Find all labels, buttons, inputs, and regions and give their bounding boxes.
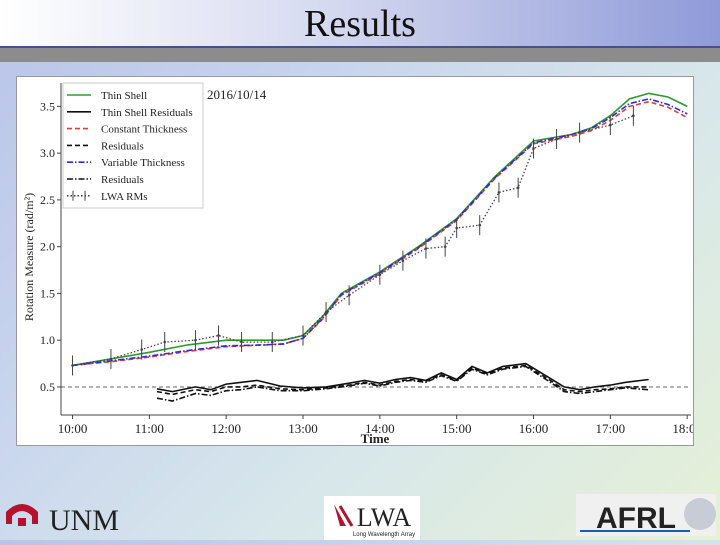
- y-tick-label: 0.5: [40, 380, 55, 394]
- x-tick-label: 14:00: [365, 421, 395, 436]
- lwa-point: [609, 123, 612, 127]
- legend-label: Thin Shell Residuals: [101, 107, 193, 119]
- lwa-point: [240, 340, 243, 344]
- axis-layer: 10:00 11:00 12:00 13:00 14:00 15:00 16:00 17:00…: [40, 83, 702, 436]
- chart-panel: 10:00 11:00 12:00 13:00 14:00 15:00 16:00 17:00…: [16, 76, 702, 446]
- x-tick-label: 18:00: [672, 421, 693, 436]
- lwa-point: [578, 131, 581, 134]
- lwa-text: LWA: [357, 503, 412, 532]
- series-line-3: [156, 364, 649, 396]
- y-tick-label: 3.0: [40, 146, 55, 160]
- x-axis-label: Time: [361, 431, 390, 445]
- y-axis-label: Rotation Measure (rad/m²): [22, 193, 36, 321]
- lwa-point: [217, 334, 220, 337]
- series-line-5: [156, 365, 649, 402]
- lwa-subtitle: Long Wavelength Array: [353, 532, 415, 538]
- lwa-point: [163, 340, 167, 344]
- afrl-text: AFRL: [596, 502, 676, 535]
- y-tick-label: 2.5: [40, 193, 55, 207]
- y-tick-label: 3.5: [40, 99, 55, 113]
- rotation-measure-chart: 10:00 11:00 12:00 13:00 14:00 15:00 16:00 17:00…: [22, 82, 702, 446]
- unm-text: UNM: [49, 504, 119, 536]
- title-divider: [0, 46, 720, 48]
- y-tick-label: 2.0: [40, 240, 55, 254]
- x-tick-label: 13:00: [288, 421, 318, 436]
- legend-label: Variable Thickness: [101, 157, 185, 169]
- series-line-6: [72, 115, 634, 367]
- y-tick-label: 1.0: [40, 333, 55, 347]
- lwa-point: [424, 247, 428, 250]
- lwa-point: [532, 147, 535, 150]
- y-tick-label: 1.5: [40, 286, 55, 300]
- lwa-logo: LWA Long Wavelength Array: [324, 496, 420, 540]
- lwa-point: [478, 223, 482, 227]
- lwa-point: [516, 186, 520, 190]
- x-tick-label: 15:00: [442, 421, 472, 436]
- x-tick-label: 12:00: [211, 421, 241, 436]
- lwa-emblem: LWA Long Wavelength Array: [334, 503, 415, 538]
- lwa-point: [109, 357, 113, 361]
- x-tick-label: 16:00: [519, 421, 549, 436]
- lwa-point: [301, 334, 305, 337]
- lwa-point: [497, 191, 501, 194]
- lwa-point: [347, 293, 351, 297]
- unm-logo: UNM: [2, 494, 128, 537]
- lwa-point: [555, 137, 558, 141]
- x-tick-label: 11:00: [135, 421, 164, 436]
- lwa-point: [401, 259, 405, 262]
- unm-emblem: UNM: [6, 504, 119, 537]
- lwa-point: [324, 310, 328, 314]
- lwa-point: [194, 338, 197, 342]
- x-tick-label: 17:00: [596, 421, 626, 436]
- title-bar: [0, 0, 720, 46]
- date-annotation: 2016/10/14: [207, 87, 267, 102]
- header-band: [0, 48, 720, 62]
- series-line-1: [156, 362, 649, 393]
- x-tick-label: 10:00: [58, 421, 88, 436]
- series-line-4: [72, 98, 688, 367]
- lwa-point: [632, 114, 635, 118]
- lwa-point: [455, 226, 458, 230]
- legend-label: Thin Shell: [101, 90, 147, 102]
- lwa-point: [140, 348, 143, 351]
- afrl-emblem: AFRL: [580, 498, 716, 535]
- plot-layer: [71, 92, 688, 402]
- lwa-point: [270, 340, 274, 344]
- lwa-point: [378, 273, 382, 277]
- legend-label: Residuals: [101, 140, 144, 152]
- lwa-point: [71, 364, 74, 367]
- legend-label: Constant Thickness: [101, 124, 187, 136]
- lwa-point: [443, 245, 447, 248]
- slide-title: Results: [304, 3, 416, 45]
- afrl-logo: AFRL: [576, 494, 716, 536]
- legend-label: Residuals: [101, 174, 144, 186]
- legend-label: LWA RMs: [101, 191, 148, 203]
- chart-legend: Thin Shell Thin Shell Residuals Constant T…: [62, 82, 204, 209]
